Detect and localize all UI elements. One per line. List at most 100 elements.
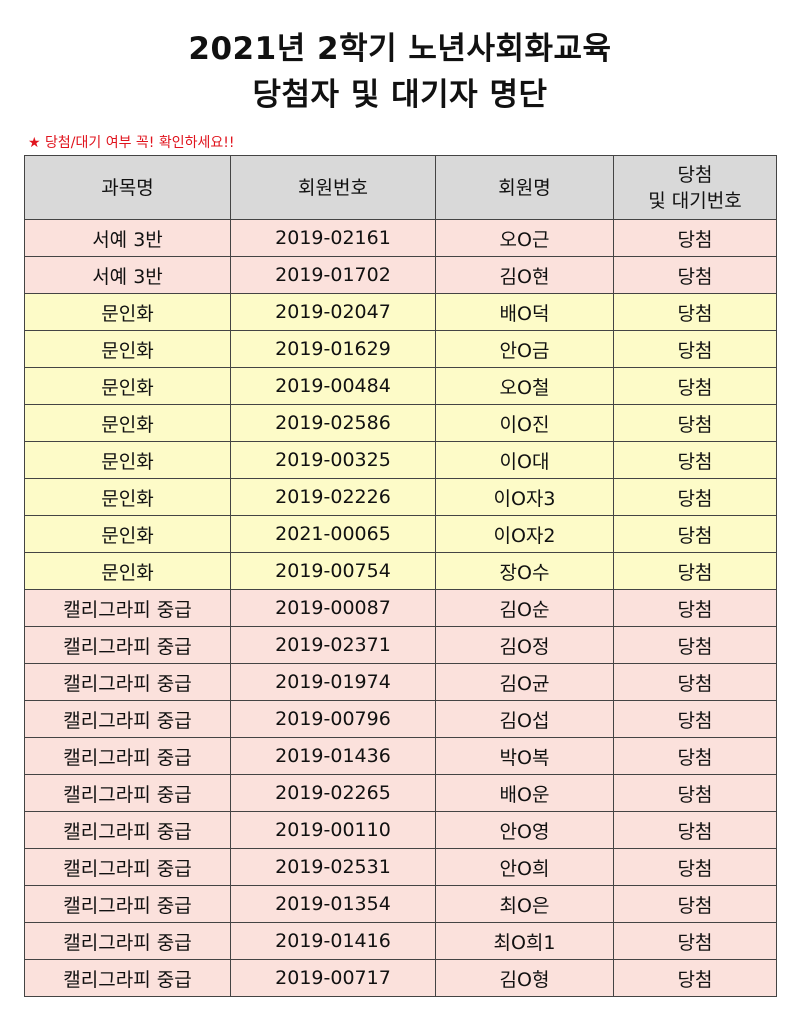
title-line-2: 당첨자 및 대기자 명단 — [252, 77, 548, 113]
member-name-cell: 김O섭 — [435, 700, 614, 738]
course-cell: 문인화 — [24, 515, 231, 553]
member-number-cell: 2019-00484 — [230, 367, 436, 405]
header-result-line-2: 및 대기번호 — [648, 189, 742, 212]
course-cell: 문인화 — [24, 404, 231, 442]
course-cell: 문인화 — [24, 367, 231, 405]
result-cell: 당첨 — [613, 293, 777, 331]
course-cell: 캘리그라피 중급 — [24, 848, 231, 886]
result-cell: 당첨 — [613, 441, 777, 479]
result-cell: 당첨 — [613, 848, 777, 886]
table-row: 캘리그라피 중급 2019-00717 김O형 당첨 — [24, 959, 777, 997]
result-cell: 당첨 — [613, 922, 777, 960]
table-row: 캘리그라피 중급 2019-02371 김O정 당첨 — [24, 626, 777, 664]
result-cell: 당첨 — [613, 404, 777, 442]
course-cell: 캘리그라피 중급 — [24, 663, 231, 701]
member-name-cell: 최O희1 — [435, 922, 614, 960]
roster-table: 과목명 회원번호 회원명 당첨 및 대기번호 서예 3반 2019-02161 오O… — [24, 155, 777, 997]
member-name-cell: 박O복 — [435, 737, 614, 775]
member-name-cell: 오O근 — [435, 219, 614, 257]
member-name-cell: 오O철 — [435, 367, 614, 405]
member-number-cell: 2019-02371 — [230, 626, 436, 664]
result-cell: 당첨 — [613, 515, 777, 553]
course-cell: 캘리그라피 중급 — [24, 774, 231, 812]
member-name-cell: 김O정 — [435, 626, 614, 664]
table-row: 문인화 2019-00754 장O수 당첨 — [24, 552, 777, 590]
member-name-cell: 최O은 — [435, 885, 614, 923]
result-cell: 당첨 — [613, 737, 777, 775]
table-row: 캘리그라피 중급 2019-01354 최O은 당첨 — [24, 885, 777, 923]
table-row: 캘리그라피 중급 2019-00796 김O섭 당첨 — [24, 700, 777, 738]
member-number-cell: 2019-00754 — [230, 552, 436, 590]
page-title: 2021년 2학기 노년사회화교육 당첨자 및 대기자 명단 — [0, 26, 800, 118]
result-cell: 당첨 — [613, 478, 777, 516]
header-member-name: 회원명 — [435, 155, 614, 220]
header-row: 과목명 회원번호 회원명 당첨 및 대기번호 — [24, 155, 777, 220]
member-number-cell: 2019-01702 — [230, 256, 436, 294]
course-cell: 서예 3반 — [24, 256, 231, 294]
member-number-cell: 2019-01354 — [230, 885, 436, 923]
result-cell: 당첨 — [613, 552, 777, 590]
course-cell: 캘리그라피 중급 — [24, 959, 231, 997]
table-row: 캘리그라피 중급 2019-01416 최O희1 당첨 — [24, 922, 777, 960]
member-name-cell: 안O금 — [435, 330, 614, 368]
table-row: 캘리그라피 중급 2019-00110 안O영 당첨 — [24, 811, 777, 849]
result-cell: 당첨 — [613, 885, 777, 923]
member-name-cell: 배O덕 — [435, 293, 614, 331]
member-number-cell: 2019-01436 — [230, 737, 436, 775]
table-header: 과목명 회원번호 회원명 당첨 및 대기번호 — [24, 155, 777, 220]
course-cell: 캘리그라피 중급 — [24, 922, 231, 960]
course-cell: 문인화 — [24, 293, 231, 331]
header-result: 당첨 및 대기번호 — [613, 155, 777, 220]
result-cell: 당첨 — [613, 811, 777, 849]
member-name-cell: 이O자3 — [435, 478, 614, 516]
table-row: 캘리그라피 중급 2019-02265 배O운 당첨 — [24, 774, 777, 812]
member-name-cell: 김O형 — [435, 959, 614, 997]
member-number-cell: 2019-01416 — [230, 922, 436, 960]
course-cell: 캘리그라피 중급 — [24, 811, 231, 849]
result-cell: 당첨 — [613, 700, 777, 738]
member-name-cell: 김O순 — [435, 589, 614, 627]
member-number-cell: 2019-01629 — [230, 330, 436, 368]
result-cell: 당첨 — [613, 256, 777, 294]
member-name-cell: 김O현 — [435, 256, 614, 294]
member-name-cell: 이O자2 — [435, 515, 614, 553]
table-row: 서예 3반 2019-02161 오O근 당첨 — [24, 219, 777, 257]
member-number-cell: 2019-02226 — [230, 478, 436, 516]
member-number-cell: 2019-00087 — [230, 589, 436, 627]
result-cell: 당첨 — [613, 330, 777, 368]
course-cell: 캘리그라피 중급 — [24, 737, 231, 775]
table-row: 캘리그라피 중급 2019-02531 안O희 당첨 — [24, 848, 777, 886]
title-line-1: 2021년 2학기 노년사회화교육 — [188, 31, 612, 67]
member-number-cell: 2019-00110 — [230, 811, 436, 849]
course-cell: 캘리그라피 중급 — [24, 626, 231, 664]
table-row: 문인화 2019-01629 안O금 당첨 — [24, 330, 777, 368]
member-number-cell: 2019-02531 — [230, 848, 436, 886]
course-cell: 문인화 — [24, 552, 231, 590]
member-number-cell: 2019-00325 — [230, 441, 436, 479]
course-cell: 캘리그라피 중급 — [24, 700, 231, 738]
member-name-cell: 장O수 — [435, 552, 614, 590]
header-result-line-1: 당첨 — [677, 163, 713, 186]
member-name-cell: 배O운 — [435, 774, 614, 812]
table-row: 캘리그라피 중급 2019-00087 김O순 당첨 — [24, 589, 777, 627]
course-cell: 캘리그라피 중급 — [24, 885, 231, 923]
course-cell: 문인화 — [24, 330, 231, 368]
result-cell: 당첨 — [613, 219, 777, 257]
course-cell: 캘리그라피 중급 — [24, 589, 231, 627]
table-row: 캘리그라피 중급 2019-01974 김O균 당첨 — [24, 663, 777, 701]
member-number-cell: 2019-02265 — [230, 774, 436, 812]
member-number-cell: 2019-01974 — [230, 663, 436, 701]
member-number-cell: 2019-00717 — [230, 959, 436, 997]
table-row: 문인화 2019-00325 이O대 당첨 — [24, 441, 777, 479]
result-cell: 당첨 — [613, 589, 777, 627]
course-cell: 문인화 — [24, 441, 231, 479]
table-body: 서예 3반 2019-02161 오O근 당첨 서예 3반 2019-01702 김O현 당첨… — [24, 219, 777, 997]
member-number-cell: 2019-02586 — [230, 404, 436, 442]
member-number-cell: 2019-02047 — [230, 293, 436, 331]
member-number-cell: 2019-02161 — [230, 219, 436, 257]
member-name-cell: 김O균 — [435, 663, 614, 701]
header-member-number: 회원번호 — [230, 155, 436, 220]
member-number-cell: 2021-00065 — [230, 515, 436, 553]
result-cell: 당첨 — [613, 367, 777, 405]
member-number-cell: 2019-00796 — [230, 700, 436, 738]
